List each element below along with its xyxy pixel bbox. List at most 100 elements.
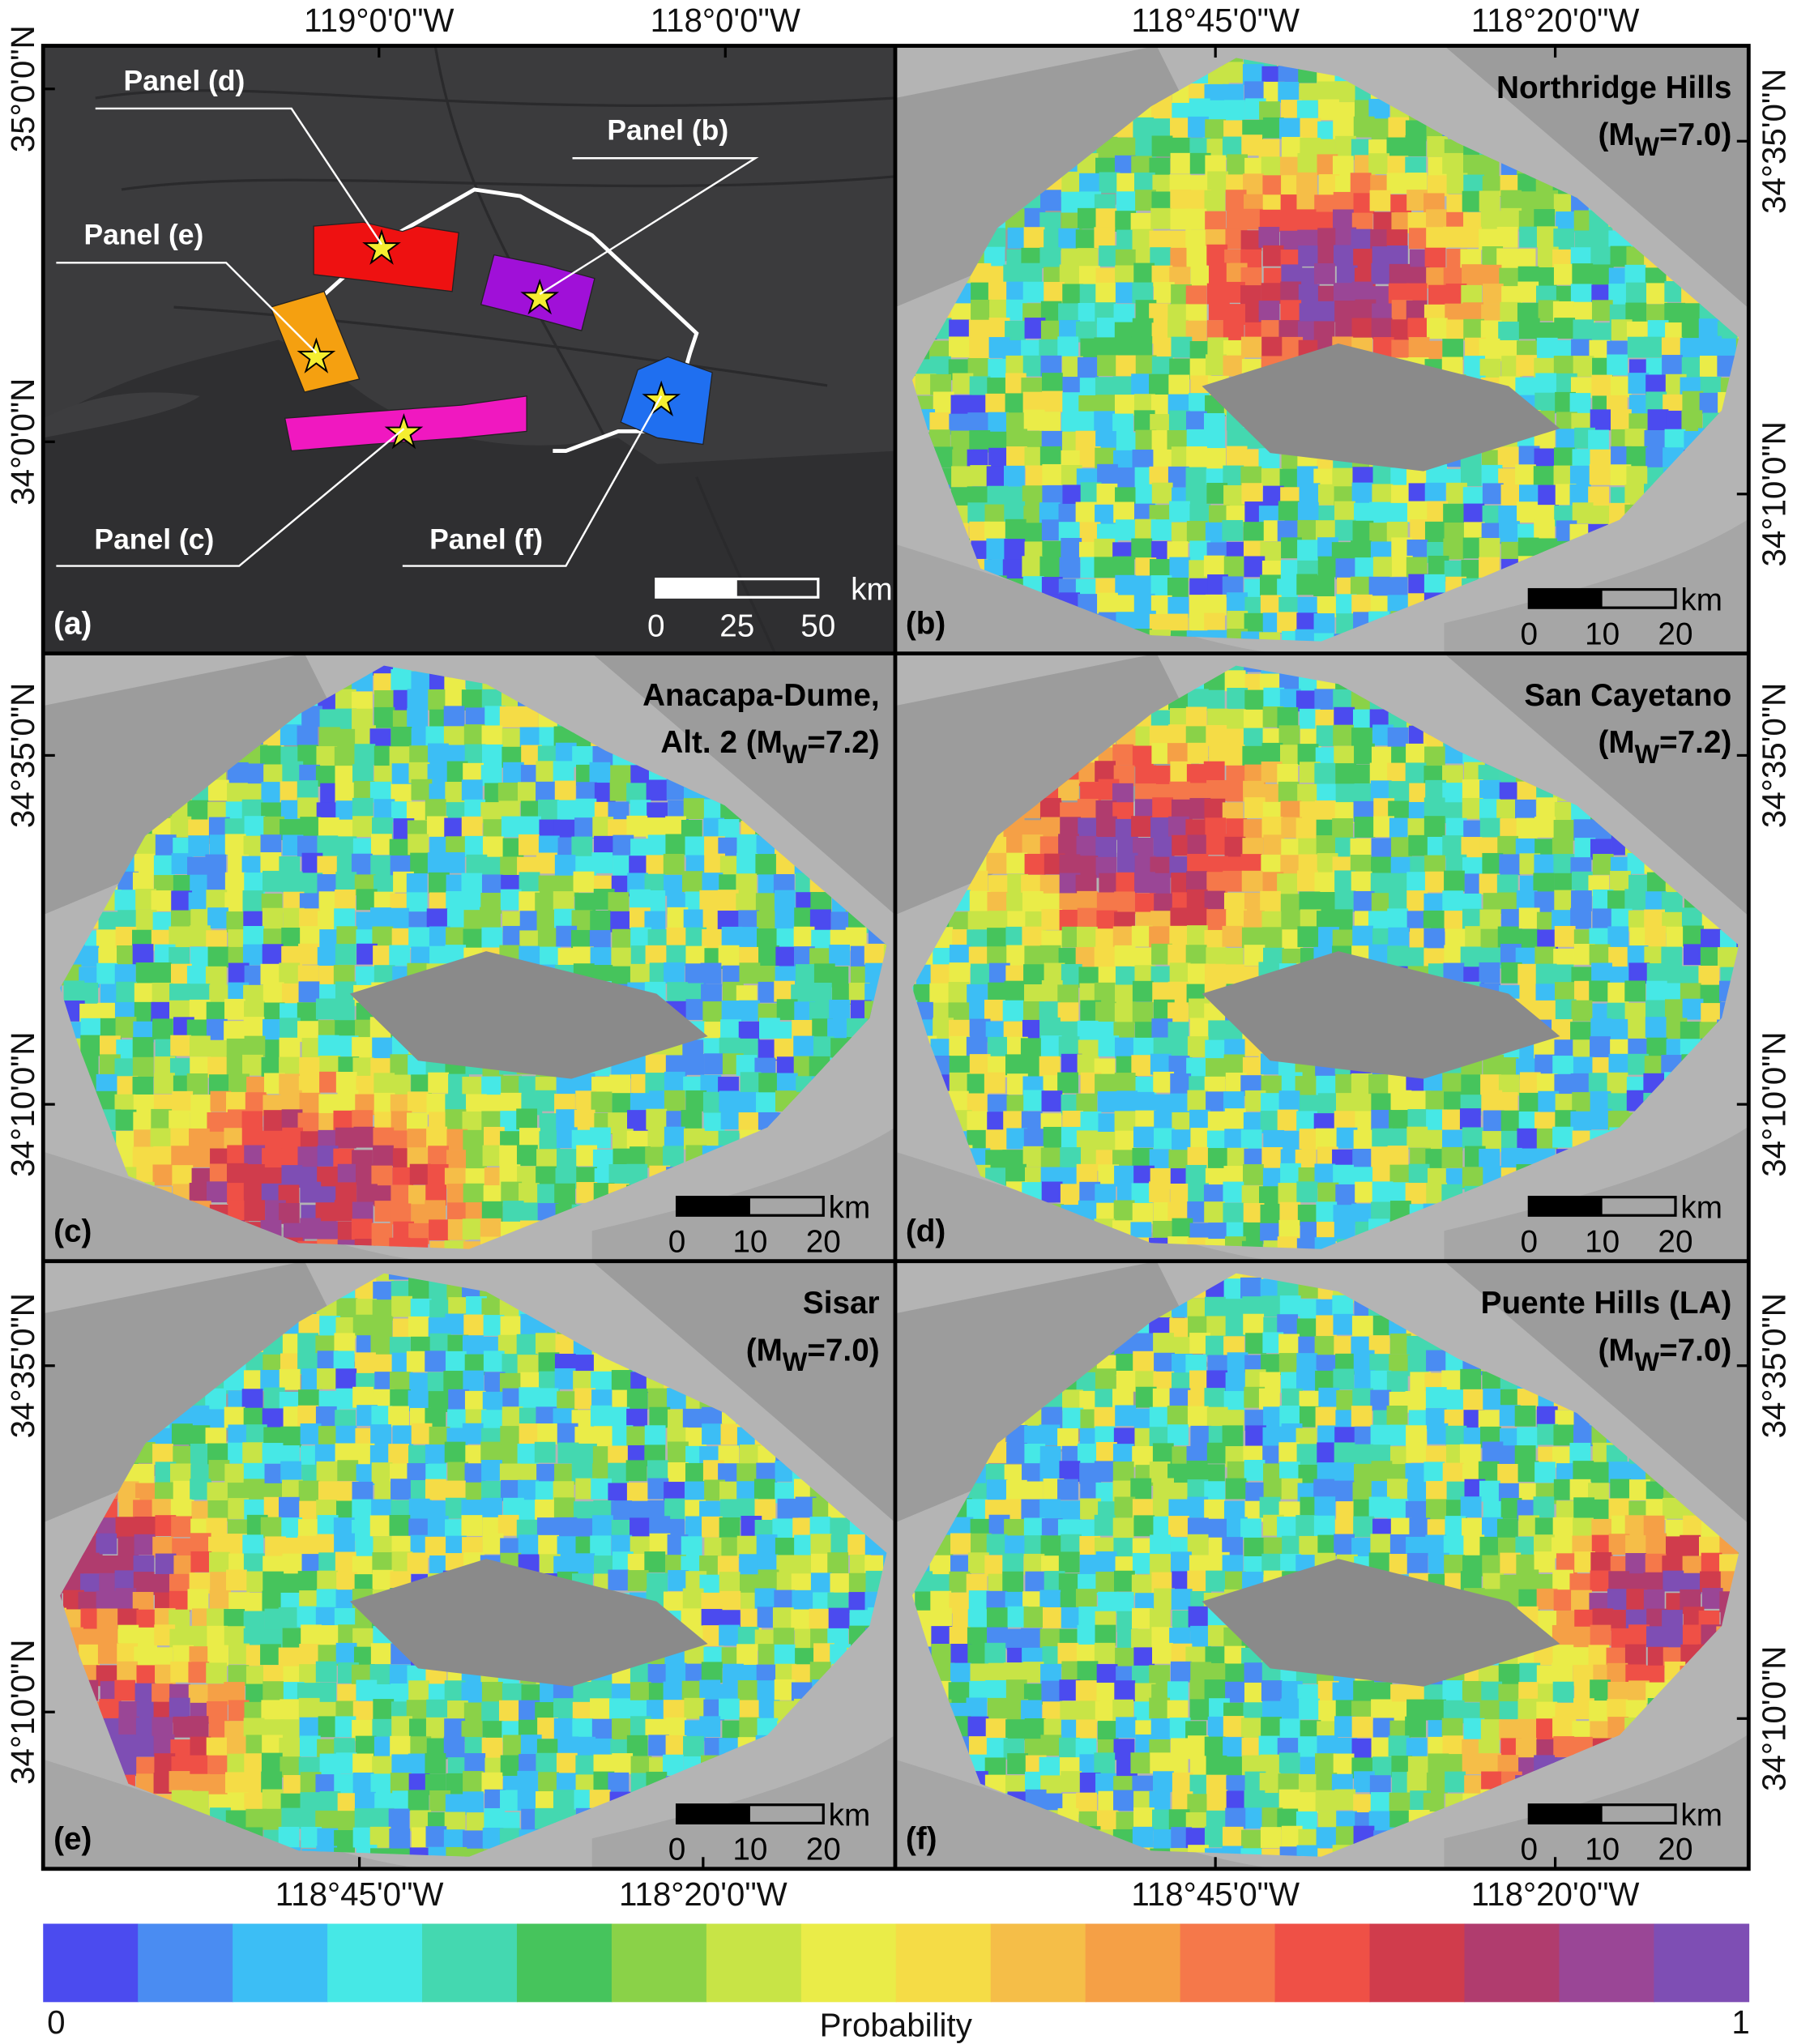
cell [1591, 374, 1613, 396]
cell [685, 1090, 707, 1112]
cell [481, 725, 503, 747]
cell [1006, 852, 1028, 874]
cell [1552, 1126, 1573, 1148]
cell [206, 890, 228, 911]
cell [1112, 376, 1134, 398]
ocean [894, 1127, 1748, 1261]
cell [333, 1000, 355, 1021]
cell [970, 963, 992, 985]
cell [1479, 538, 1500, 559]
cell [1094, 227, 1116, 249]
cell [736, 834, 758, 856]
cell [1519, 191, 1540, 213]
cell [1387, 727, 1409, 749]
cell [1459, 1108, 1481, 1129]
cell [1572, 1092, 1594, 1113]
cell [1373, 211, 1395, 233]
cell [1570, 907, 1591, 929]
cell [1223, 1181, 1244, 1203]
cell [1442, 1109, 1463, 1131]
cell [407, 689, 429, 710]
basin [1202, 343, 1560, 472]
cell [1113, 1200, 1135, 1222]
cell [1167, 578, 1189, 599]
study-outline [316, 187, 699, 453]
cell [1317, 81, 1338, 103]
cell [1116, 355, 1138, 377]
cell [1387, 945, 1409, 967]
scale-label: 50 [800, 609, 835, 644]
cell [685, 836, 706, 858]
cell [406, 873, 428, 894]
cell [1570, 1022, 1591, 1043]
cell [207, 946, 229, 968]
cell [1203, 761, 1225, 783]
cell [1227, 688, 1249, 709]
cell [1296, 1111, 1317, 1133]
cell [1336, 1093, 1357, 1114]
cell [1170, 1183, 1192, 1205]
cell [929, 983, 951, 1005]
cell [1569, 393, 1591, 414]
cell [1278, 1090, 1300, 1112]
cell [1153, 836, 1175, 858]
cell [1534, 1054, 1556, 1076]
cell [408, 834, 429, 856]
cell [1499, 521, 1520, 542]
cell [299, 1092, 321, 1114]
cell [1534, 448, 1556, 470]
cell [737, 927, 759, 948]
cell [755, 854, 777, 875]
cell [115, 1109, 137, 1131]
cell [829, 945, 851, 966]
cell [612, 928, 634, 950]
cell [480, 907, 501, 928]
cell [1240, 230, 1262, 252]
cell [1167, 944, 1189, 966]
cell [373, 799, 395, 821]
cell [609, 1074, 631, 1096]
cell [336, 728, 358, 750]
cell [1553, 820, 1575, 841]
cell [1405, 762, 1427, 784]
cell [1044, 282, 1065, 303]
cell [1407, 1109, 1429, 1130]
cell [132, 1056, 154, 1078]
cell [1552, 1056, 1574, 1077]
cell [1097, 463, 1118, 485]
cell [1298, 245, 1320, 267]
cell [1368, 153, 1389, 174]
cell [244, 1164, 265, 1185]
cell [1699, 392, 1721, 414]
cell [1296, 100, 1318, 122]
scale-bar-fill [655, 578, 737, 598]
cell [244, 1200, 266, 1222]
cell [1372, 557, 1394, 578]
cell [1244, 689, 1266, 711]
cell [1077, 1020, 1099, 1042]
cell [1424, 928, 1445, 949]
cell [480, 765, 502, 787]
cell [608, 892, 630, 913]
cell [699, 890, 721, 911]
cell [1517, 281, 1539, 303]
cell [1039, 412, 1061, 433]
cell [96, 962, 118, 984]
cell [1258, 226, 1280, 248]
cell [426, 1093, 448, 1115]
cell [1171, 336, 1193, 358]
cell [1516, 817, 1538, 839]
scale-unit: km [829, 1190, 871, 1225]
fault-traces [95, 45, 896, 655]
leader [56, 262, 318, 354]
cell [318, 1035, 339, 1056]
cell [1077, 207, 1099, 229]
cell [1207, 1148, 1229, 1169]
cell [1041, 1090, 1063, 1112]
cell [1645, 980, 1667, 1002]
cell [1591, 300, 1613, 322]
cell [1588, 1073, 1610, 1095]
cell [1444, 911, 1466, 932]
cell [1534, 817, 1556, 838]
cell [663, 1146, 684, 1167]
